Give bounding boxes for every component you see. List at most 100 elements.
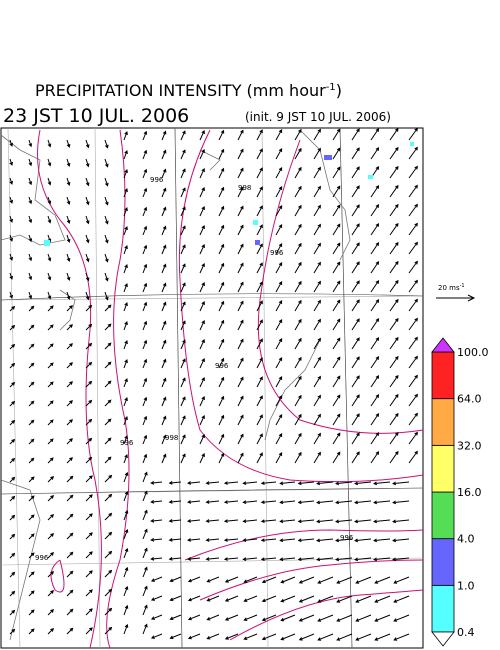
wind-arrow [370,451,380,464]
wind-arrow [85,139,90,149]
wind-arrow [85,608,93,616]
wind-arrow [354,557,372,562]
colorbar-label: 4.0 [457,533,475,546]
wind-arrow [180,206,186,217]
wind-arrow [123,416,128,426]
wind-arrow [370,394,380,407]
wind-arrow [408,317,418,331]
wind-arrow [168,557,182,561]
wind-arrow [392,538,410,543]
wind-arrow [169,595,182,602]
wind-arrow [9,381,16,388]
wind-arrow [142,585,148,597]
wind-arrow [370,318,380,331]
wind-arrow [389,260,399,274]
wind-arrow [294,147,302,160]
wind-arrow [354,519,372,524]
wind-arrow [47,362,54,369]
wind-arrow [256,357,263,369]
wind-arrow [180,225,186,236]
wind-arrow [351,375,360,388]
colorbar-label: 64.0 [457,393,482,406]
wind-arrow [275,414,283,426]
wind-arrow [297,538,315,543]
wind-arrow [275,148,283,160]
wind-arrow [370,242,380,255]
wind-arrow [47,291,52,300]
wind-arrow [187,481,201,485]
title-close: ) [336,81,342,100]
wind-arrow [104,531,113,540]
title-main: PRECIPITATION INTENSITY (mm hour [35,81,326,100]
wind-arrow [142,490,148,502]
wind-arrow [85,475,93,483]
wind-arrow [9,139,13,147]
wind-arrow [180,301,186,312]
wind-arrow [199,129,205,141]
wind-arrow [237,433,244,445]
wind-arrow [9,196,13,204]
wind-arrow [275,319,283,331]
wind-arrow [370,299,380,312]
wind-arrow [205,500,220,504]
wind-arrow [187,633,201,640]
colorbar-label: 32.0 [457,439,482,452]
wind-arrow [9,457,16,464]
wind-arrow [224,576,239,583]
wind-arrow [47,590,54,597]
wind-arrow [256,243,263,255]
wind-arrow [279,557,296,562]
wind-arrow [47,158,52,167]
wind-arrow [123,490,129,502]
wind-arrow [237,338,244,350]
wind-arrow [237,319,244,331]
wind-arrow [370,204,380,217]
colorbar-label: 1.0 [457,579,475,592]
wind-arrow [332,147,341,160]
wind-arrow [313,204,321,217]
wind-arrow [389,127,399,141]
wind-arrow [150,633,163,639]
wind-arrow [313,375,321,388]
wind-arrow [260,538,277,543]
wind-arrow [150,614,163,620]
wind-arrow [47,381,54,388]
wind-arrow [142,282,148,293]
contour-label: 996 [340,534,354,542]
wind-arrow [313,280,321,293]
wind-arrow [218,376,225,388]
wind-arrow [123,509,129,521]
wind-arrow [336,633,353,641]
wind-arrow [123,264,128,274]
wind-arrow [237,148,244,160]
colorbar-segment [431,351,455,400]
wind-arrow [66,305,73,312]
wind-arrow [104,304,112,312]
wind-arrow [180,453,186,464]
wind-arrow [256,395,263,407]
wind-arrow [66,362,73,369]
wind-arrow [374,633,391,641]
coastline [0,129,351,641]
wind-arrow [408,374,418,388]
wind-arrow [237,452,244,464]
wind-arrow [336,614,353,622]
wind-arrow [317,614,334,622]
wind-arrow [275,129,283,141]
wind-arrow [123,359,128,369]
wind-arrow [313,299,321,312]
contour-label: 996 [215,362,229,370]
colorbar-segment [431,584,455,633]
wind-arrow [28,476,35,483]
wind-arrow [85,291,90,301]
wind-arrow [66,438,73,445]
wind-arrow [256,148,263,160]
wind-arrow [85,513,93,521]
wind-arrow [28,139,33,148]
wind-arrow [256,338,263,350]
wind-arrow [351,204,360,217]
wind-arrow [169,576,182,583]
wind-arrow [275,376,283,388]
wind-arrow [9,495,16,502]
wind-arrow [242,538,258,542]
